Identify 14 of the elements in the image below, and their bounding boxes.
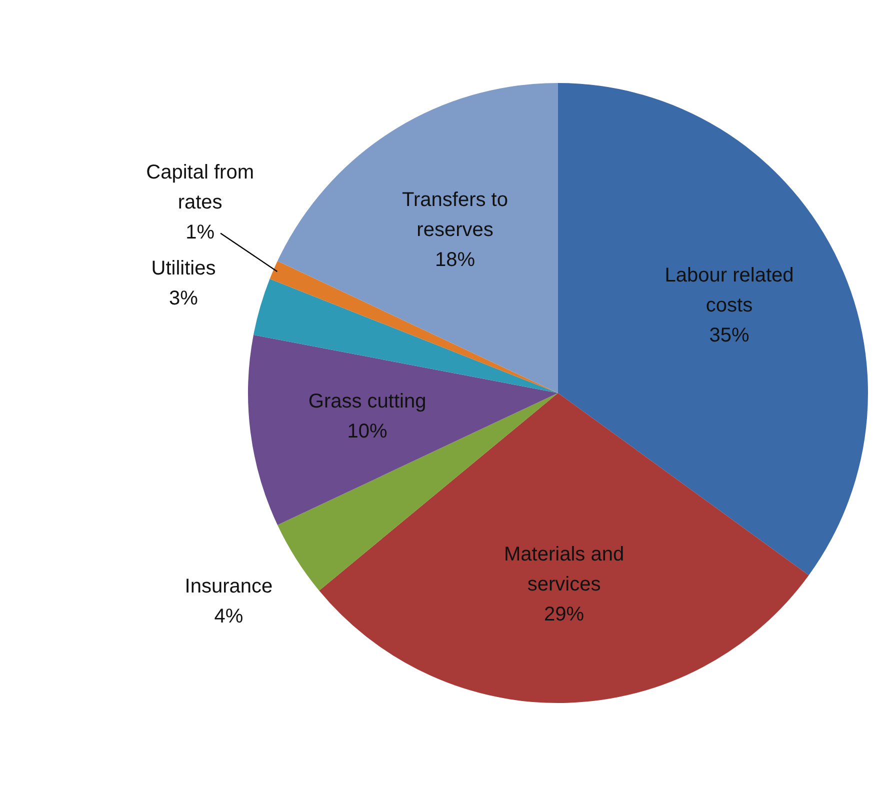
data-label: 4% — [214, 605, 244, 628]
slice-label: Capital from rates — [146, 162, 254, 214]
slice-label: Materials and services — [504, 544, 624, 596]
data-label: 35% — [709, 324, 750, 346]
slice-label: Insurance — [184, 575, 273, 598]
slice-label: Transfers to reserves — [402, 189, 508, 242]
slice-label: Grass cutting — [308, 390, 426, 413]
data-label: 10% — [347, 420, 388, 443]
data-label: 3% — [169, 288, 198, 310]
slice-label: Labour related costs — [664, 264, 794, 316]
slice-label: Utilities — [151, 258, 216, 280]
data-label: 29% — [544, 604, 584, 626]
data-label: 18% — [435, 249, 476, 272]
data-label: 1% — [186, 222, 215, 244]
